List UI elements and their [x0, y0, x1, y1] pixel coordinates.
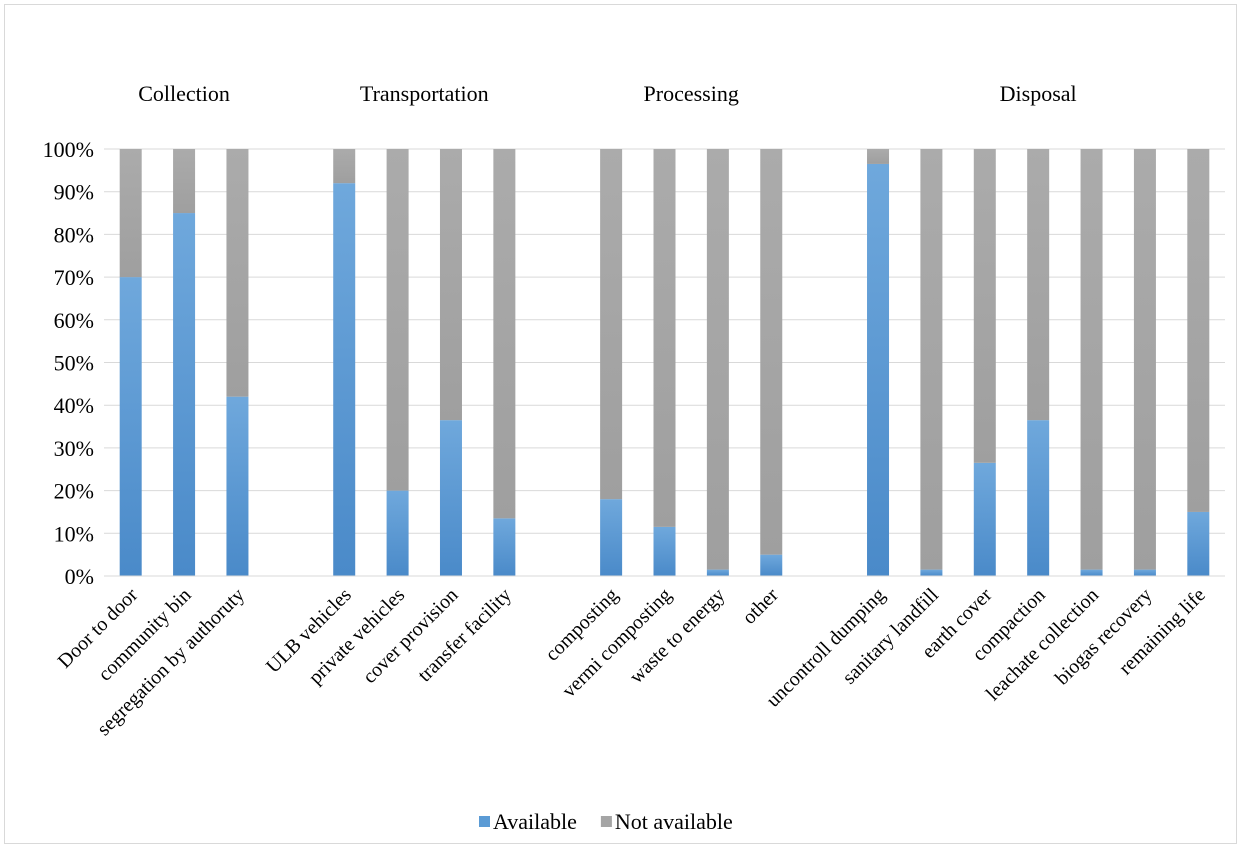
legend-swatch-not-available [600, 816, 612, 827]
legend-label: Not available [615, 809, 733, 834]
bar-not-available-8 [653, 149, 676, 527]
legend-label: Available [493, 809, 577, 834]
bar-available-8 [653, 526, 676, 576]
x-tick-label: cover provision [359, 584, 463, 688]
bar-not-available-10 [760, 149, 783, 555]
x-tick-label: community bin [94, 584, 196, 686]
x-tick-label: waste to energy [625, 584, 729, 688]
y-tick-label: 70% [54, 265, 94, 290]
bar-not-available-16 [1133, 149, 1156, 570]
bar-available-2 [226, 396, 249, 576]
bar-not-available-11 [867, 149, 890, 164]
bar-not-available-9 [706, 149, 729, 570]
bar-available-12 [920, 569, 943, 576]
bar-not-available-4 [386, 149, 409, 491]
bar-available-1 [173, 213, 196, 577]
bar-not-available-13 [973, 149, 996, 463]
y-tick-label: 100% [43, 137, 94, 162]
y-tick-label: 90% [54, 180, 94, 205]
bar-available-4 [386, 490, 409, 576]
bar-not-available-14 [1027, 149, 1050, 421]
bar-not-available-2 [226, 149, 249, 397]
bars [119, 149, 1210, 577]
bar-available-16 [1133, 569, 1156, 576]
bar-not-available-3 [333, 149, 356, 184]
y-tick-label: 80% [54, 222, 94, 247]
bar-available-11 [867, 163, 890, 576]
group-label: Disposal [1000, 81, 1077, 106]
bar-available-13 [973, 462, 996, 576]
bar-not-available-15 [1080, 149, 1103, 570]
bar-not-available-17 [1187, 149, 1210, 512]
bar-not-available-5 [439, 149, 462, 421]
bar-available-15 [1080, 569, 1103, 576]
bar-available-7 [600, 499, 623, 576]
y-tick-label: 60% [54, 308, 94, 333]
y-tick-label: 30% [54, 436, 94, 461]
group-label: Processing [644, 81, 739, 106]
legend: Available Not available [479, 809, 733, 834]
bar-not-available-6 [493, 149, 516, 519]
legend-swatch-available [479, 816, 490, 827]
x-tick-label: other [738, 584, 783, 629]
y-tick-label: 0% [65, 564, 94, 589]
bar-available-9 [706, 569, 729, 576]
x-tick-label: transfer facility [414, 584, 516, 686]
bar-not-available-12 [920, 149, 943, 570]
y-tick-label: 40% [54, 393, 94, 418]
bar-available-0 [119, 277, 142, 576]
group-label: Transportation [360, 81, 489, 106]
y-tick-label: 10% [54, 521, 94, 546]
bar-available-5 [439, 420, 462, 576]
bar-available-14 [1027, 420, 1050, 576]
bar-available-3 [333, 183, 356, 576]
group-label: Collection [138, 81, 230, 106]
bar-available-6 [493, 518, 516, 576]
bar-not-available-7 [600, 149, 623, 500]
bar-available-10 [760, 554, 783, 576]
bar-not-available-1 [173, 149, 196, 214]
bar-not-available-0 [119, 149, 142, 278]
bar-available-17 [1187, 511, 1210, 576]
y-tick-label: 20% [54, 479, 94, 504]
y-tick-label: 50% [54, 351, 94, 376]
y-axis-ticks: 0% 10% 20% 30% 40% 50% 60% 70% 80% 90% 100% [43, 137, 94, 589]
group-labels: Collection Transportation Processing Dispos… [138, 81, 1076, 106]
